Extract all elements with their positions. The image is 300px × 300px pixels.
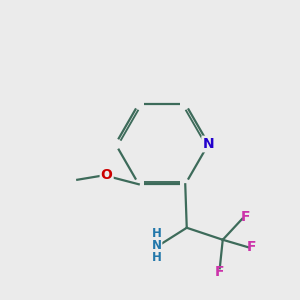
Text: N: N — [203, 137, 214, 151]
Text: F: F — [241, 210, 250, 224]
Text: F: F — [215, 265, 224, 279]
Text: H
N
H: H N H — [152, 227, 162, 264]
Text: F: F — [247, 240, 256, 254]
Text: O: O — [101, 168, 112, 182]
